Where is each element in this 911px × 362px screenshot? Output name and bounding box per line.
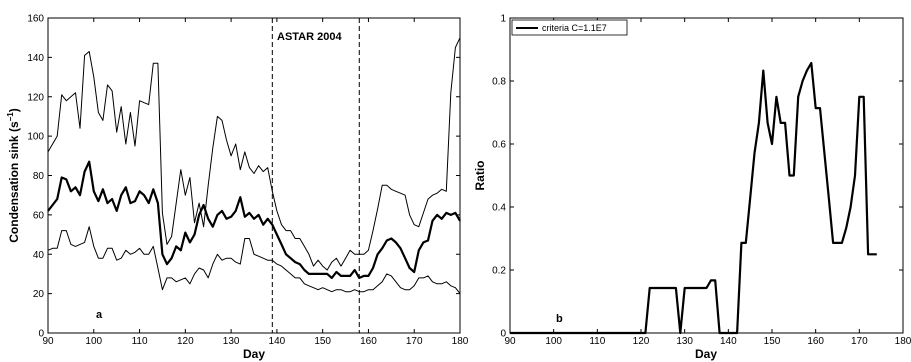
y-tick-label: 160 [27,14,44,25]
y-tick-label: 0.2 [492,266,506,277]
series-group [47,37,461,294]
y-tick-label: 60 [33,210,45,221]
x-tick-label: 160 [360,336,377,347]
x-tick-label: 90 [504,336,516,347]
y-tick-label: 100 [27,132,44,143]
y-tick-label: 0.4 [492,203,506,214]
y-axis-label: Ratio [473,161,487,191]
x-axis-label: Day [243,347,265,361]
x-tick-label: 90 [42,336,54,347]
x-tick-label: 170 [851,336,868,347]
x-tick-label: 160 [807,336,824,347]
legend-label: criteria C=1.1E7 [542,23,607,33]
series-line-mean [47,160,461,279]
x-tick-label: 110 [589,336,605,347]
x-axis-ticks: 90 100 110 120 130 140 150 160 170 180 [42,18,469,347]
chart-panel-a: 90 100 110 120 130 140 150 160 170 180 0 20 40 60 80 1… [6,14,469,362]
y-tick-label: 40 [33,250,45,261]
series-line-upper [47,37,461,271]
y-tick-label: 140 [27,53,44,64]
event-lines [271,18,360,333]
series-line-ratio [510,61,877,335]
y-tick-label: 1 [500,14,506,25]
x-tick-label: 110 [132,336,148,347]
y-axis-ticks: 0 0.2 0.4 0.6 0.8 1 [492,14,903,340]
x-tick-label: 120 [177,336,194,347]
x-tick-label: 180 [895,336,911,347]
y-tick-label: 0 [38,329,44,340]
y-tick-label: 0.8 [492,77,506,88]
annotation-astar: ASTAR 2004 [277,31,342,43]
y-tick-label: 0.6 [492,140,506,151]
panel-label-a: a [96,309,103,321]
x-tick-label: 130 [676,336,693,347]
plot-frame-b [509,17,904,334]
x-tick-label: 170 [406,336,423,347]
chart-panel-b: 90 100 110 120 130 140 150 160 170 180 0 0.2 0.4 0.6… [473,14,911,362]
y-tick-label: 120 [27,92,44,103]
x-tick-label: 120 [633,336,650,347]
x-axis-ticks: 90 100 110 120 130 140 150 160 170 180 [504,18,911,347]
y-axis-ticks: 0 20 40 60 80 100 120 140 160 [27,14,460,340]
y-tick-label: 0 [500,329,506,340]
x-tick-label: 100 [545,336,562,347]
y-tick-label: 80 [33,171,45,182]
x-tick-label: 150 [764,336,781,347]
x-axis-label: Day [695,347,717,361]
x-tick-label: 130 [223,336,240,347]
plot-area-a [48,18,460,333]
x-tick-label: 140 [720,336,737,347]
series-line-lower [47,226,461,294]
x-tick-label: 150 [314,336,331,347]
series-group [510,61,877,335]
y-axis-label: Condensation sink (s−1) [6,108,21,242]
x-tick-label: 100 [85,336,102,347]
plot-area-b [510,18,903,333]
panel-label-b: b [556,313,563,325]
legend: criteria C=1.1E7 [511,19,628,36]
y-tick-label: 20 [33,289,45,300]
x-tick-label: 140 [269,336,286,347]
x-tick-label: 180 [452,336,469,347]
legend-box [511,19,628,36]
